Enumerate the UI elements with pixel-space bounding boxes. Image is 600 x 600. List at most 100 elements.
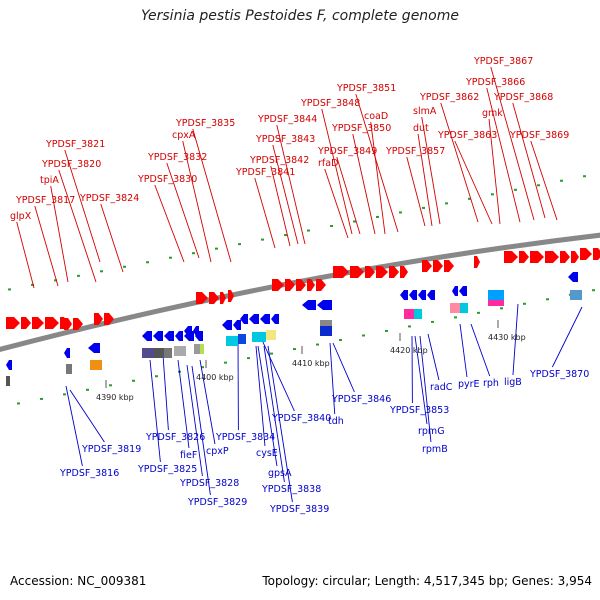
reverse-gene-arrow (452, 286, 458, 296)
forward-gene-label: YPDSF_3848 (300, 98, 360, 109)
forward-gene-label: YPDSF_3824 (79, 193, 139, 204)
forward-leader-line (406, 156, 426, 227)
guide-dot (100, 270, 103, 273)
reverse-leader-line (427, 333, 440, 381)
reverse-leader-line (191, 365, 211, 496)
forward-leader-line (370, 121, 386, 235)
reverse-leader-line (459, 323, 468, 378)
gene-feature-box (460, 303, 468, 313)
reverse-gene-arrow (459, 286, 467, 296)
reverse-gene-arrow (302, 300, 316, 310)
forward-gene-label: YPDSF_3844 (257, 114, 317, 125)
forward-gene-label: YPDSF_3869 (509, 130, 569, 141)
guide-dot (339, 339, 342, 342)
reverse-gene-arrow (88, 343, 100, 353)
gene-feature-box (194, 344, 202, 354)
reverse-gene-label: cysE (256, 448, 278, 459)
forward-leader-line (355, 93, 399, 233)
forward-leader-line (276, 124, 306, 245)
forward-leader-line (16, 221, 35, 289)
reverse-gene-arrow (233, 320, 241, 330)
gene-feature-box (414, 309, 422, 319)
reverse-gene-arrow (142, 331, 152, 341)
guide-dot (431, 320, 434, 323)
guide-dot (247, 357, 250, 360)
gene-feature-box (320, 320, 332, 330)
forward-gene-arrow (296, 279, 306, 291)
forward-leader-line (272, 144, 299, 245)
forward-gene-label: glpX (10, 211, 32, 222)
guide-dots (8, 175, 595, 405)
forward-gene-label: YPDSF_3821 (45, 139, 105, 150)
forward-leader-line (488, 118, 501, 225)
forward-gene-label: YPDSF_3851 (336, 83, 396, 94)
forward-gene-labels: glpX YPDSF_3817 tpiA YPDSF_3820 YPDSF_3821 YP… (10, 56, 569, 222)
forward-leader-line (182, 140, 212, 263)
forward-leader-line (512, 102, 546, 219)
gene-feature-box (142, 348, 154, 358)
guide-dot (537, 184, 540, 187)
forward-leader-line (154, 184, 185, 263)
forward-gene-arrow (422, 260, 432, 272)
gene-feature-box (266, 330, 276, 340)
gene-feature-box (6, 376, 10, 386)
guide-dot (17, 402, 20, 405)
guide-dot (385, 329, 388, 332)
forward-leader-line (50, 185, 69, 283)
gene-feature-box (488, 290, 504, 300)
guide-dot (63, 393, 66, 396)
reverse-gene-arrow (153, 331, 163, 341)
guide-dot (146, 261, 149, 264)
guide-dot (293, 348, 296, 351)
forward-gene-arrow (21, 317, 31, 329)
guide-dot (560, 179, 563, 182)
gene-feature-box (154, 348, 164, 358)
forward-gene-arrow (196, 292, 208, 304)
reverse-gene-arrow (175, 331, 183, 341)
reverse-leader-line (261, 339, 295, 412)
reverse-gene-label: gpsA (268, 468, 292, 479)
reverse-gene-label: radC (430, 382, 453, 393)
forward-gene-label: gmk (482, 108, 503, 119)
forward-gene-label: cpxA (172, 130, 196, 141)
reverse-gene-label: YPDSF_3853 (389, 405, 449, 416)
forward-leader-line (421, 116, 441, 225)
forward-leader-line (352, 133, 376, 235)
scale-ticks: 4390 kbp 4400 kbp 4410 kbp 4420 kbp 4430 kbp (96, 320, 526, 402)
reverse-gene-arrow (164, 331, 174, 341)
reverse-gene-label: YPDSF_3828 (179, 478, 239, 489)
forward-gene-label: YPDSF_3868 (493, 92, 553, 103)
reverse-gene-arrow (271, 314, 279, 324)
forward-gene-arrow (333, 266, 349, 278)
reverse-leader-line (199, 359, 216, 445)
forward-gene-label: YPDSF_3857 (385, 146, 445, 157)
gene-feature-box (164, 348, 172, 358)
reverse-gene-arrow (249, 314, 259, 324)
forward-gene-arrow (444, 260, 454, 272)
guide-dot (445, 202, 448, 205)
gene-feature-box (90, 360, 102, 370)
forward-leader-line (321, 108, 353, 235)
reverse-gene-label: fieF (180, 450, 197, 461)
reverse-gene-label: YPDSF_3826 (145, 432, 205, 443)
guide-dot (201, 366, 204, 369)
reverse-gene-label: YPDSF_3838 (261, 484, 321, 495)
reverse-gene-arrow (64, 348, 70, 358)
guide-dot (86, 388, 89, 391)
forward-gene-arrow (316, 279, 326, 291)
reverse-leader-line (257, 345, 278, 467)
scale-tick-label: 4390 kbp (96, 393, 134, 402)
reverse-leader-line (332, 342, 355, 393)
gene-feature-box (404, 309, 414, 319)
reverse-leader-line (65, 385, 83, 467)
guide-dot (224, 361, 227, 364)
reverse-gene-arrow (418, 290, 426, 300)
gene-feature-box (488, 296, 504, 306)
guide-dot (155, 375, 158, 378)
genome-summary: Topology: circular; Length: 4,517,345 bp… (262, 574, 592, 588)
forward-gene-label: YPDSF_3820 (41, 159, 101, 170)
guide-dot (491, 193, 494, 196)
forward-gene-arrow (104, 313, 114, 325)
gene-feature-box (200, 344, 204, 354)
reverse-gene-arrow (568, 272, 578, 282)
